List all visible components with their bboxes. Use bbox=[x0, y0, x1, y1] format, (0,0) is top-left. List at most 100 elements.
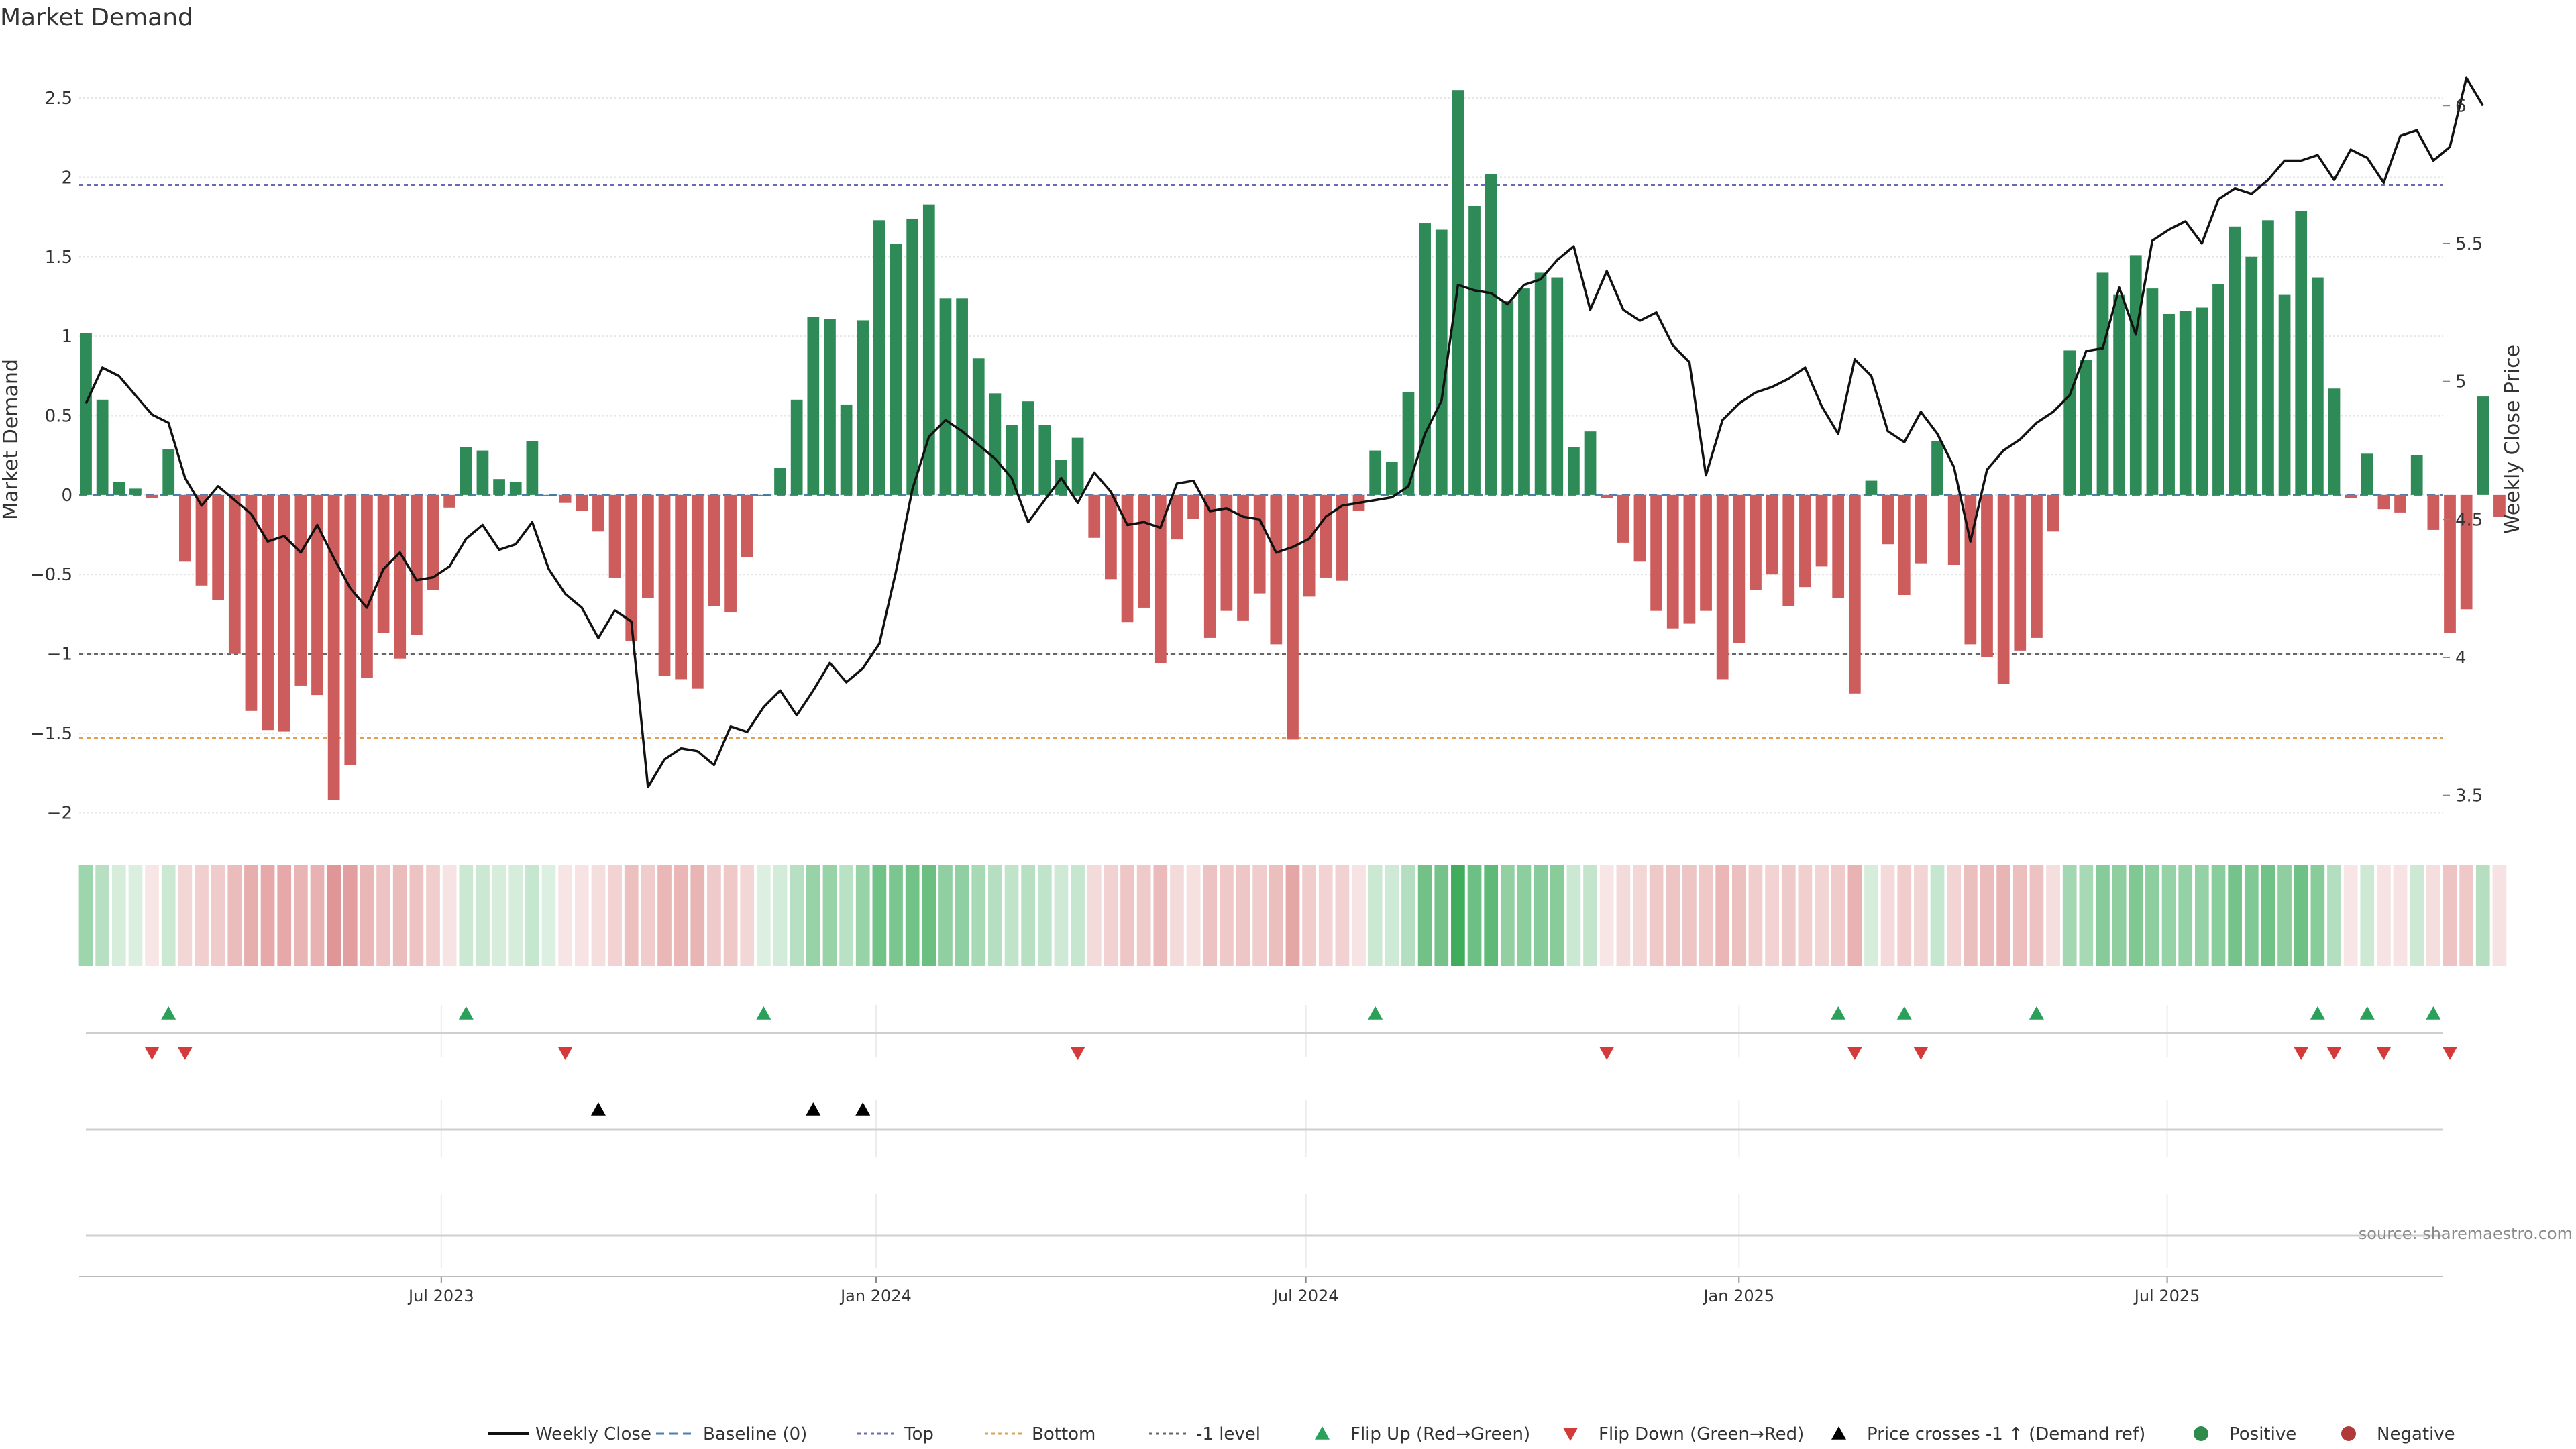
y2-tick-label: 4.5 bbox=[2455, 510, 2483, 530]
heat-cell bbox=[492, 865, 506, 966]
heat-cell bbox=[1517, 865, 1532, 966]
flip-up-marker bbox=[2310, 1006, 2325, 1020]
heat-cell bbox=[2459, 865, 2473, 966]
heat-cell bbox=[1203, 865, 1218, 966]
legend-item: -1 level bbox=[1149, 1424, 1260, 1444]
demand-bar bbox=[2278, 294, 2291, 495]
heat-cell bbox=[1649, 865, 1664, 966]
heat-cell bbox=[2277, 865, 2292, 966]
x-tick-label: Jan 2024 bbox=[839, 1287, 912, 1305]
heat-cell bbox=[988, 865, 1002, 966]
heat-cell bbox=[2112, 865, 2127, 966]
flip-up-marker bbox=[458, 1006, 474, 1020]
source-note: source: sharemaestro.com bbox=[2359, 1224, 2573, 1243]
heat-cell bbox=[690, 865, 705, 966]
price-cross-marker bbox=[806, 1102, 821, 1116]
demand-bar bbox=[2345, 494, 2357, 498]
heat-cell bbox=[1996, 865, 2010, 966]
heat-cell bbox=[343, 865, 358, 966]
y2-axis-title: Weekly Close Price bbox=[2501, 345, 2524, 534]
heat-cell bbox=[1947, 865, 1962, 966]
heat-cell bbox=[2377, 865, 2391, 966]
heat-cell bbox=[426, 865, 440, 966]
demand-bar bbox=[1799, 494, 1811, 588]
legend-label: Positive bbox=[2229, 1424, 2296, 1444]
heat-cell bbox=[1220, 865, 1234, 966]
demand-bar bbox=[824, 319, 836, 495]
heat-cell bbox=[1385, 865, 1399, 966]
demand-bar bbox=[427, 494, 439, 590]
heat-cell bbox=[1021, 865, 1036, 966]
demand-bar bbox=[1650, 494, 1662, 611]
x-tick-label: Jul 2023 bbox=[407, 1287, 474, 1305]
y2-tick-label: 4 bbox=[2455, 648, 2467, 668]
demand-bar bbox=[1419, 223, 1431, 495]
heat-cell bbox=[211, 865, 225, 966]
heat-cell bbox=[95, 865, 109, 966]
legend-label: Price crosses -1 ↑ (Demand ref) bbox=[1867, 1424, 2145, 1444]
demand-bar bbox=[146, 494, 158, 498]
demand-bar bbox=[1551, 277, 1564, 495]
demand-bar bbox=[559, 494, 572, 503]
price-cross-panel bbox=[86, 1100, 2443, 1157]
demand-bar bbox=[80, 333, 92, 495]
demand-bar bbox=[1633, 494, 1646, 562]
y-tick-label: 1.5 bbox=[45, 248, 72, 268]
demand-bar bbox=[1832, 494, 1845, 598]
demand-bar bbox=[1088, 494, 1101, 538]
heat-cell bbox=[1318, 865, 1333, 966]
heat-cell bbox=[2343, 865, 2358, 966]
heat-cell bbox=[1170, 865, 1184, 966]
heat-cell bbox=[1500, 865, 1515, 966]
demand-bar bbox=[294, 494, 307, 686]
heat-cell bbox=[723, 865, 738, 966]
demand-bar bbox=[1320, 494, 1332, 578]
legend-label: Bottom bbox=[1032, 1424, 1095, 1444]
legend-item: Flip Down (Green→Red) bbox=[1563, 1424, 1804, 1444]
demand-bar bbox=[708, 494, 720, 606]
heat-cell bbox=[757, 865, 771, 966]
demand-bar bbox=[443, 494, 456, 508]
demand-bar bbox=[840, 404, 853, 495]
demand-bar bbox=[1750, 494, 1762, 590]
demand-bar bbox=[410, 494, 423, 635]
demand-bar bbox=[576, 494, 588, 511]
demand-bar bbox=[1270, 494, 1283, 645]
heat-cell bbox=[459, 865, 474, 966]
heat-cell bbox=[1484, 865, 1499, 966]
heat-cell bbox=[195, 865, 209, 966]
heat-cell bbox=[1285, 865, 1300, 966]
heat-cell bbox=[310, 865, 325, 966]
legend-label: Negative bbox=[2377, 1424, 2455, 1444]
heat-cell bbox=[2443, 865, 2457, 966]
demand-bar bbox=[807, 317, 820, 495]
demand-bar bbox=[1022, 401, 1034, 495]
price-cross-marker bbox=[590, 1102, 606, 1116]
heat-cell bbox=[78, 865, 93, 966]
demand-bar bbox=[675, 494, 688, 680]
heat-cell bbox=[442, 865, 457, 966]
heat-cell bbox=[2360, 865, 2375, 966]
heat-cell bbox=[2261, 865, 2275, 966]
heat-cell bbox=[1401, 865, 1415, 966]
heat-cell bbox=[2029, 865, 2044, 966]
demand-bar bbox=[311, 494, 323, 696]
demand-bar bbox=[1203, 494, 1216, 638]
demand-bar bbox=[2361, 453, 2373, 495]
legend-item: Negative bbox=[2341, 1424, 2455, 1444]
demand-bar bbox=[724, 494, 737, 613]
heat-cell bbox=[260, 865, 275, 966]
legend-swatch bbox=[2194, 1426, 2208, 1441]
demand-bar bbox=[1915, 494, 1927, 564]
heat-cell bbox=[822, 865, 837, 966]
heat-cell bbox=[1104, 865, 1118, 966]
demand-bar bbox=[526, 441, 539, 495]
demand-bar bbox=[1468, 206, 1481, 495]
heat-cell bbox=[591, 865, 606, 966]
demand-bar bbox=[2047, 494, 2059, 532]
heat-cell bbox=[1136, 865, 1151, 966]
demand-bar bbox=[2427, 494, 2440, 530]
demand-bar bbox=[394, 494, 407, 659]
demand-bar bbox=[2146, 288, 2159, 495]
axes: 2.5 2 1.5 1 0.5 0 −0.5 −1 −1.5 −2 6 5.5 5 4.5 4 3.5 Mark… bbox=[0, 89, 2524, 823]
